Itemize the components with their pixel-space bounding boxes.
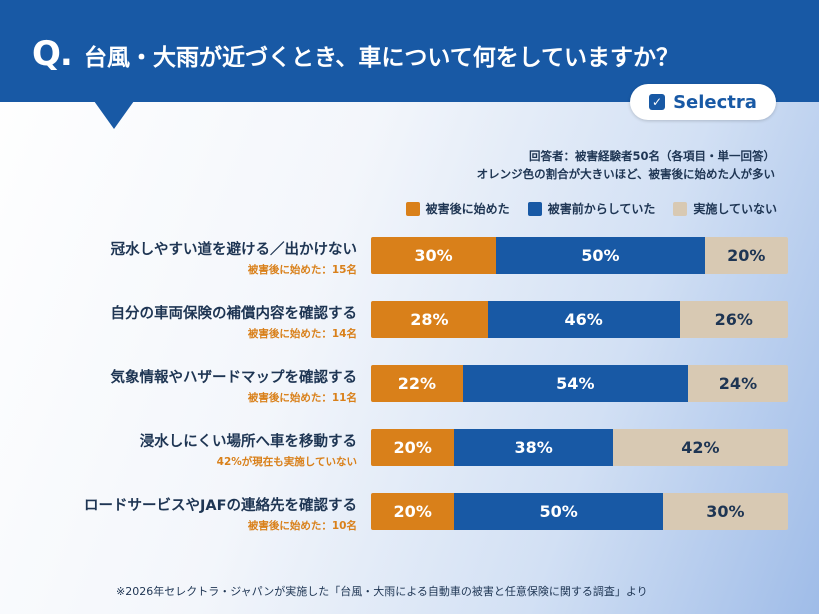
legend-swatch [527, 201, 542, 216]
bar-segment-2-2: 24% [687, 365, 788, 402]
bar-segment-0-1: 50% [496, 237, 705, 274]
brand-name: Selectra [673, 91, 757, 113]
category-label-3: 浸水しにくい場所へ車を移動する 42%が現在も実施していない [140, 430, 357, 469]
legend-item-2: 実施していない [673, 200, 777, 217]
bar-segment-1-2: 26% [679, 301, 788, 338]
legend-label: 被害後に始めた [425, 202, 510, 216]
category-sublabel: 被害後に始めた：11名 [247, 392, 357, 404]
bar-segment-4-0: 20% [371, 493, 455, 530]
bar-segment-3-2: 42% [612, 429, 788, 466]
category-sublabel: 被害後に始めた：14名 [247, 328, 357, 340]
bar-row-0: 30% 50% 20% [371, 237, 788, 274]
speech-tail [94, 101, 134, 129]
category-label-4: ロードサービスやJAFの連絡先を確認する被害後に始めた：10名 [84, 494, 357, 533]
category-label-2: 気象情報やハザードマップを確認する被害後に始めた：11名 [111, 366, 358, 405]
category-title: 気象情報やハザードマップを確認する [110, 370, 358, 386]
category-title: 自分の車両保険の補償内容を確認する [110, 306, 358, 322]
bar-segment-2-0: 22% [371, 365, 463, 402]
source-footnote: ※2026年セレクトラ・ジャパンが実施した「台風・大雨による自動車の被害と任意保… [116, 585, 648, 598]
bar-segment-1-0: 28% [371, 301, 488, 338]
respondents-note: 回答者：被害経験者50名（各項目・単一回答） [528, 149, 775, 163]
category-sublabel: 42%が現在も実施していない [216, 456, 357, 468]
legend-label: 実施していない [693, 202, 777, 216]
bar-segment-0-0: 30% [371, 237, 497, 274]
category-sublabel: 被害後に始めた：10名 [247, 520, 357, 532]
bar-row-4: 20% 50% 30% [371, 493, 788, 530]
legend-swatch [405, 201, 420, 216]
category-sublabel: 被害後に始めた：15名 [247, 264, 357, 276]
category-title: ロードサービスやJAFの連絡先を確認する [83, 498, 357, 514]
category-title: 冠水しやすい道を避ける／出かけない [110, 242, 357, 258]
bar-row-1: 28% 46% 26% [371, 301, 788, 338]
category-label-1: 自分の車両保険の補償内容を確認する被害後に始めた：14名 [111, 302, 358, 341]
bar-segment-2-1: 54% [462, 365, 688, 402]
header-banner: Q. 台風・大雨が近づくとき、車について何をしていますか？ [0, 0, 819, 102]
bar-segment-3-0: 20% [371, 429, 455, 466]
check-icon: ✓ [649, 94, 666, 110]
bar-segment-3-1: 38% [454, 429, 613, 466]
legend-item-0: 被害後に始めた [405, 200, 510, 217]
bar-segment-0-2: 20% [704, 237, 788, 274]
reading-note: オレンジ色の割合が大きいほど、被害後に始めた人が多い [476, 167, 775, 181]
bar-segment-4-2: 30% [662, 493, 788, 530]
question-mark-label: Q. [32, 34, 73, 74]
bar-segment-4-1: 50% [454, 493, 663, 530]
category-label-0: 冠水しやすい道を避ける／出かけない被害後に始めた：15名 [111, 238, 357, 277]
legend-label: 被害前からしていた [547, 202, 656, 216]
category-title: 浸水しにくい場所へ車を移動する [139, 434, 357, 450]
legend-swatch [673, 201, 688, 216]
chart-legend: 被害後に始めた 被害前からしていた 実施していない [405, 200, 777, 217]
brand-badge: ✓ Selectra [630, 84, 776, 120]
page-title: 台風・大雨が近づくとき、車について何をしていますか？ [84, 45, 680, 71]
bar-row-2: 22% 54% 24% [371, 365, 788, 402]
bar-segment-1-1: 46% [487, 301, 680, 338]
legend-item-1: 被害前からしていた [527, 200, 656, 217]
bar-row-3: 20% 38% 42% [371, 429, 788, 466]
